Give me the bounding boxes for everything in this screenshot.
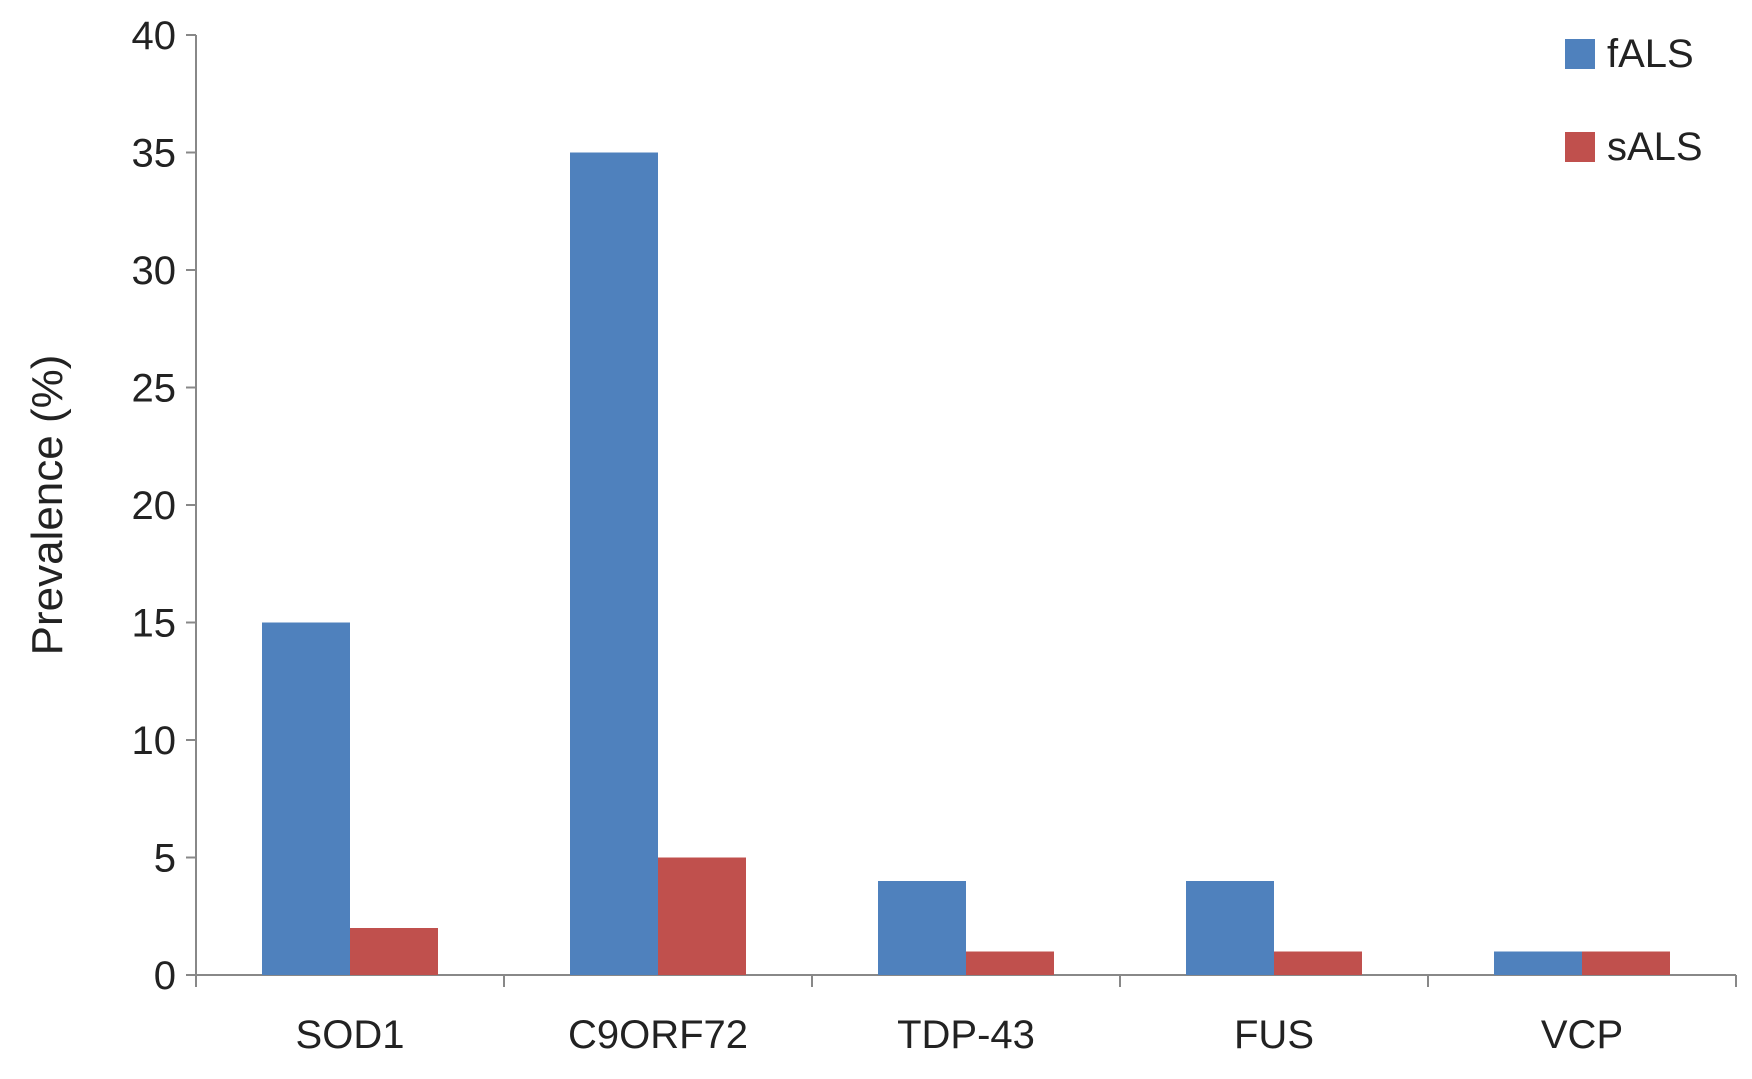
y-tick-label: 0 <box>154 954 176 998</box>
legend-swatch-sALS <box>1565 132 1595 162</box>
axes <box>195 35 1736 976</box>
bars <box>262 152 1670 975</box>
y-tick-label: 35 <box>132 132 177 176</box>
bar-sALS-C9ORF72 <box>658 857 746 975</box>
legend: fALS sALS <box>1565 32 1703 169</box>
y-tick-label: 5 <box>154 837 176 881</box>
y-tick-label: 25 <box>132 367 177 411</box>
legend-label-fALS: fALS <box>1607 32 1694 76</box>
x-category-label: C9ORF72 <box>568 1013 748 1057</box>
legend-label-sALS: sALS <box>1607 125 1703 169</box>
y-tick-label: 10 <box>132 719 177 763</box>
bar-sALS-TDP-43 <box>966 951 1054 975</box>
bar-fALS-FUS <box>1186 881 1274 975</box>
y-tick-label: 15 <box>132 602 177 646</box>
y-tick-label: 20 <box>132 484 177 528</box>
bar-fALS-TDP-43 <box>878 881 966 975</box>
x-category-label: VCP <box>1541 1013 1623 1057</box>
bar-fALS-SOD1 <box>262 622 350 975</box>
x-category-label: FUS <box>1234 1013 1314 1057</box>
x-ticks: SOD1 C9ORF72 TDP-43 FUS VCP <box>195 975 1737 1057</box>
bar-fALS-VCP <box>1494 951 1582 975</box>
y-tick-label: 30 <box>132 249 177 293</box>
x-category-label: TDP-43 <box>897 1013 1035 1057</box>
bar-fALS-C9ORF72 <box>570 152 658 975</box>
y-ticks: 0 5 10 15 20 25 30 35 40 <box>132 14 196 998</box>
bar-sALS-SOD1 <box>350 928 438 975</box>
legend-swatch-fALS <box>1565 39 1595 69</box>
y-tick-label: 40 <box>132 14 177 58</box>
y-axis-title: Prevalence (%) <box>23 355 72 656</box>
bar-sALS-FUS <box>1274 951 1362 975</box>
x-category-label: SOD1 <box>296 1013 405 1057</box>
bar-sALS-VCP <box>1582 951 1670 975</box>
